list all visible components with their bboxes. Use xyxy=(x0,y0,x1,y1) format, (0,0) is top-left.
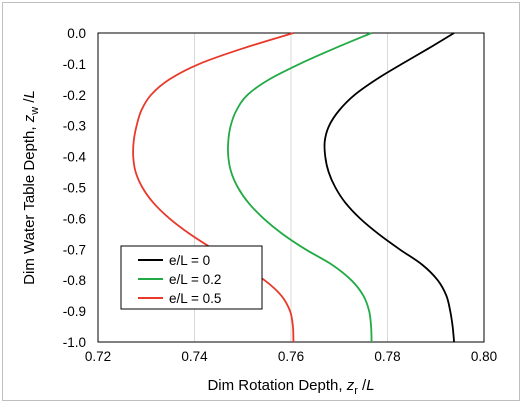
y-tick-label: -0.6 xyxy=(63,211,86,226)
series-line-2 xyxy=(132,32,295,343)
y-tick-label: -0.9 xyxy=(63,304,86,319)
x-tick-label: 0.78 xyxy=(374,349,400,364)
y-tick-labels: 0.0 -0.1 -0.2 -0.3 -0.4 -0.5 -0.6 -0.7 -0.8 -0.9 -… xyxy=(63,26,87,350)
x-tick-label: 0.76 xyxy=(278,349,304,364)
legend-label-0: e/L = 0 xyxy=(169,253,210,268)
x-axis-label: Dim Rotation Depth, zr /L xyxy=(207,377,374,397)
legend: e/L = 0 e/L = 0.2 e/L = 0.5 xyxy=(120,245,263,310)
x-tick-label: 0.72 xyxy=(85,349,111,364)
x-tick-label: 0.74 xyxy=(181,349,208,364)
y-tick-label: -0.3 xyxy=(63,119,86,134)
y-tick-label: -0.8 xyxy=(63,273,86,288)
y-tick-label: -0.2 xyxy=(63,88,86,103)
y-tick-label: -0.4 xyxy=(63,150,87,165)
series-line-0 xyxy=(323,32,455,343)
legend-label-2: e/L = 0.5 xyxy=(169,291,221,306)
chart-frame xyxy=(2,2,520,401)
y-tick-label: -0.7 xyxy=(63,242,86,257)
y-tick-label: 0.0 xyxy=(67,26,86,41)
y-axis-label: Dim Water Table Depth, zw /L xyxy=(21,90,41,285)
y-tick-label: -1.0 xyxy=(63,335,86,350)
x-tick-label: 0.80 xyxy=(471,349,497,364)
y-tick-label: -0.5 xyxy=(63,181,86,196)
legend-label-1: e/L = 0.2 xyxy=(169,272,221,287)
x-tick-labels: 0.72 0.74 0.76 0.78 0.80 xyxy=(85,349,497,364)
series-line-1 xyxy=(227,32,373,343)
y-tick-label: -0.1 xyxy=(63,57,86,72)
series-layer xyxy=(132,32,455,343)
